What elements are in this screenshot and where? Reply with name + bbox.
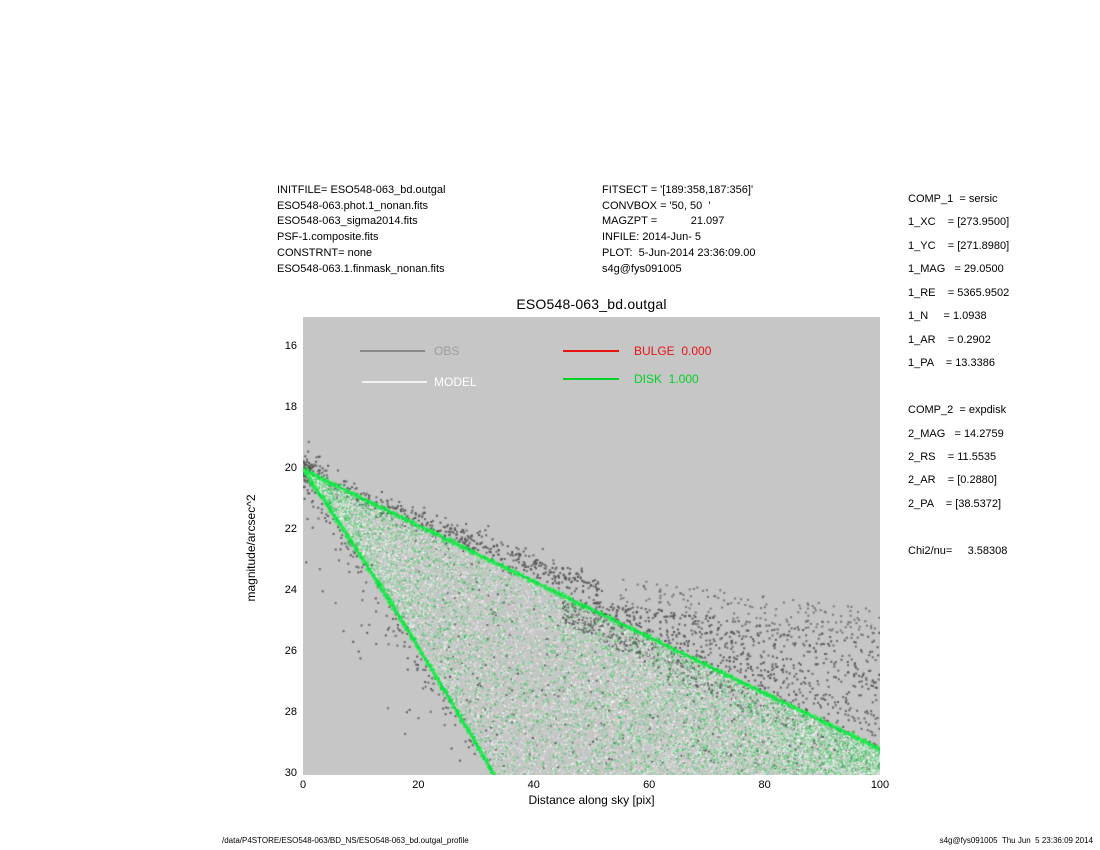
text-line: COMP_2 = expdisk	[908, 404, 1007, 417]
text-line: 2_AR = [0.2880]	[908, 474, 997, 487]
x-tick-label: 0	[299, 779, 307, 791]
footer-user-timestamp: s4g@fys091005 Thu Jun 5 23:36:09 2014	[939, 836, 1093, 845]
text-line: INITFILE= ESO548-063_bd.outgal	[277, 184, 446, 196]
legend-label-model: MODEL	[434, 375, 477, 389]
text-line: 1_PA = 13.3386	[908, 357, 995, 370]
y-tick-label: 24	[284, 583, 297, 596]
x-tick-label: 40	[527, 779, 540, 791]
text-line: MAGZPT = 21.097	[602, 215, 725, 228]
legend-label-obs: OBS	[434, 344, 460, 358]
text-line: s4g@fys091005	[602, 262, 682, 275]
y-tick-label: 16	[284, 339, 297, 352]
y-tick-label: 26	[284, 644, 297, 657]
x-axis-label: Distance along sky [pix]	[528, 793, 655, 807]
legend-line-disk	[563, 378, 619, 380]
chart-title: ESO548-063_bd.outgal	[516, 296, 667, 312]
fit-params-panel: COMP_1 = sersic 1_XC = [273.9500] 1_YC = […	[908, 188, 1009, 563]
legend-line-obs	[360, 350, 425, 352]
text-line: COMP_1 = sersic	[908, 193, 998, 205]
x-tick-label: 100	[870, 779, 890, 791]
plot-area: OBS MODEL BULGE 0.000 DISK 1.000	[303, 317, 880, 775]
scatter-canvas	[303, 317, 880, 775]
text-line: ESO548-063.phot.1_nonan.fits	[277, 199, 429, 212]
text-line: 1_MAG = 29.0500	[908, 263, 1004, 276]
x-tick-label: 60	[643, 779, 656, 791]
y-tick-label: 28	[284, 705, 297, 718]
text-line: ESO548-063_sigma2014.fits	[277, 215, 418, 228]
text-line: 2_MAG = 14.2759	[908, 427, 1004, 440]
x-tick-label: 80	[758, 779, 771, 791]
footer-file-path: /data/P4STORE/ESO548-063/BD_NS/ESO548-06…	[222, 836, 469, 845]
text-line: Chi2/nu= 3.58308	[908, 544, 1008, 557]
text-line: INFILE: 2014-Jun- 5	[602, 231, 702, 244]
text-line: 1_AR = 0.2902	[908, 333, 991, 346]
text-line	[908, 376, 1009, 399]
text-line: CONSTRNT= none	[277, 246, 373, 259]
y-axis-label: magnitude/arcsec^2	[244, 494, 258, 602]
text-line: 1_N = 1.0938	[908, 310, 987, 323]
text-line	[908, 516, 1009, 539]
text-line: PSF-1.composite.fits	[277, 231, 379, 244]
y-tick-label: 18	[284, 400, 297, 413]
y-tick-label: 30	[284, 767, 297, 779]
text-line: 1_YC = [271.8980]	[908, 239, 1010, 252]
text-line: FITSECT = '[189:358,187:356]'	[602, 184, 754, 196]
text-line: 1_RE = 5365.9502	[908, 286, 1010, 299]
text-line: ESO548-063.1.finmask_nonan.fits	[277, 262, 445, 275]
y-tick-label: 22	[284, 522, 297, 535]
legend-line-model	[362, 381, 427, 383]
text-line: 1_XC = [273.9500]	[908, 216, 1010, 229]
legend-label-bulge: BULGE 0.000	[634, 344, 712, 358]
legend-line-bulge	[563, 350, 619, 352]
fit-info-block: FITSECT = '[189:358,187:356]' CONVBOX = '…	[602, 183, 756, 277]
y-tick-label: 20	[284, 461, 297, 474]
text-line: 2_PA = [38.5372]	[908, 497, 1002, 510]
text-line: CONVBOX = '50, 50 '	[602, 199, 711, 212]
text-line: PLOT: 5-Jun-2014 23:36:09.00	[602, 246, 756, 259]
x-tick-label: 20	[412, 779, 425, 791]
legend-label-disk: DISK 1.000	[634, 372, 699, 386]
input-files-block: INITFILE= ESO548-063_bd.outgal ESO548-063…	[277, 183, 445, 277]
text-line: 2_RS = 11.5535	[908, 450, 997, 463]
